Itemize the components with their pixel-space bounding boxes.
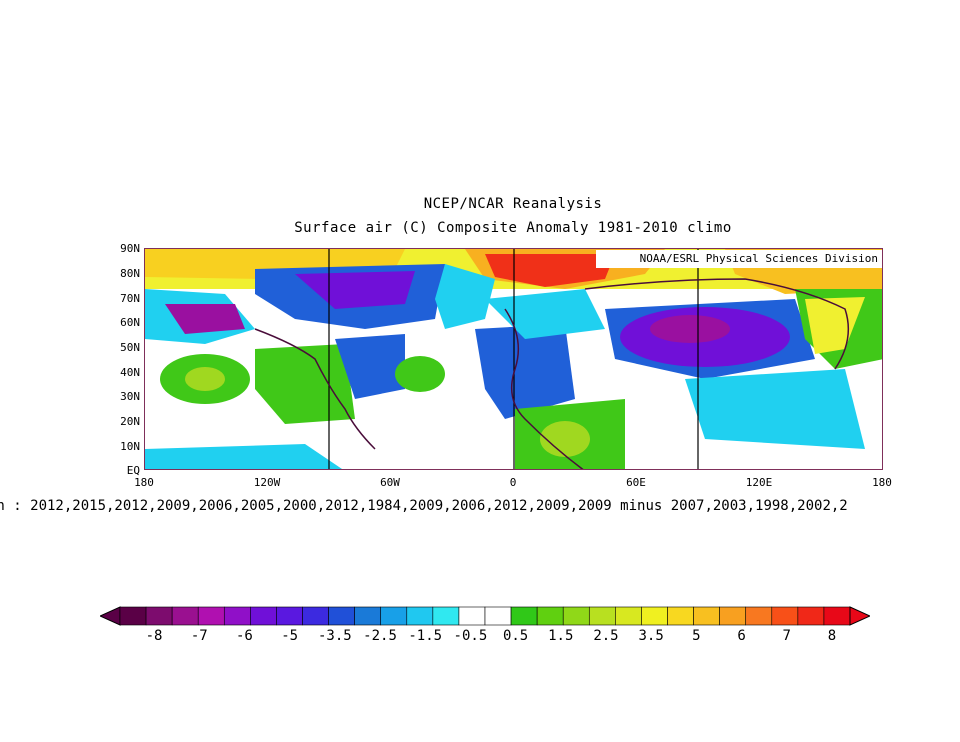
- colorbar-swatch: [641, 606, 668, 626]
- lat-label: 90N: [120, 242, 140, 255]
- anomaly-map: [144, 248, 883, 470]
- lat-label: 50N: [120, 341, 140, 354]
- colorbar-swatch: [667, 606, 694, 626]
- map-region: [255, 344, 355, 424]
- colorbar-swatch: [328, 606, 355, 626]
- colorbar-tick-label: 5: [692, 628, 701, 644]
- colorbar-swatch: [171, 606, 199, 626]
- chart-subtitle: Surface air (C) Composite Anomaly 1981-2…: [294, 220, 732, 236]
- lat-label: 60N: [120, 316, 140, 329]
- colorbar-swatch: [510, 606, 538, 626]
- colorbar-tick-label: -1.5: [408, 628, 443, 644]
- lon-label: 60W: [380, 476, 400, 489]
- colorbar-swatch: [797, 606, 825, 626]
- colorbar-swatch: [615, 606, 642, 626]
- colorbar-tick-label: -2.5: [363, 628, 397, 644]
- colorbar-tick-label: -3.5: [317, 628, 352, 644]
- chart-title: NCEP/NCAR Reanalysis: [423, 196, 603, 212]
- colorbar-tick-label: 2.5: [593, 628, 619, 644]
- lon-label: 0: [509, 476, 517, 489]
- colorbar-tick-label: -6: [236, 628, 253, 644]
- colorbar-swatch: [745, 606, 773, 626]
- colorbar-tick-label: -8: [145, 628, 163, 644]
- map-svg: [145, 249, 882, 469]
- lat-label: 30N: [120, 390, 140, 403]
- lon-label: 60E: [626, 476, 646, 489]
- coastline: [254, 328, 376, 450]
- colorbar-swatch: [562, 606, 590, 626]
- colorbar-swatch: [484, 606, 512, 626]
- lon-label: 120E: [745, 476, 773, 489]
- colorbar: [100, 606, 870, 626]
- colorbar-swatch: [432, 606, 460, 626]
- colorbar-swatch: [458, 606, 486, 626]
- colorbar-swatch: [771, 606, 799, 626]
- lon-label: 120W: [253, 476, 281, 489]
- colorbar-tick-label: 7: [782, 628, 791, 644]
- colorbar-swatch: [536, 606, 564, 626]
- map-region: [165, 304, 245, 334]
- lat-label: EQ: [126, 464, 140, 477]
- colorbar-tick-label: 0.5: [502, 628, 529, 644]
- colorbar-tick-label: 8: [827, 628, 837, 644]
- colorbar-tick-label: -7: [190, 628, 208, 644]
- colorbar-swatch: [197, 606, 225, 626]
- map-region: [475, 324, 575, 419]
- lat-label: 80N: [120, 267, 140, 280]
- lat-label: 20N: [120, 415, 140, 428]
- colorbar-swatch: [145, 606, 173, 626]
- map-region: [485, 254, 615, 287]
- colorbar-tick-label: -5: [281, 628, 299, 644]
- composite-caption: an : 2012,2015,2012,2009,2006,2005,2000,…: [0, 498, 848, 514]
- map-region: [685, 369, 865, 449]
- colorbar-tick-label: 1.5: [548, 628, 574, 644]
- colorbar-tick-label: -0.5: [453, 628, 488, 644]
- map-region: [295, 271, 415, 309]
- colorbar-swatch: [119, 606, 147, 626]
- colorbar-swatch: [302, 606, 329, 626]
- colorbar-swatch: [693, 606, 720, 626]
- colorbar-swatch: [823, 606, 851, 626]
- colorbar-swatch: [380, 606, 408, 626]
- lat-label: 10N: [120, 440, 140, 453]
- lat-label: 70N: [120, 292, 140, 305]
- colorbar-tick-label: 3.5: [638, 628, 664, 644]
- colorbar-tick-label: 6: [737, 628, 746, 644]
- watermark: NOAA/ESRL Physical Sciences Division: [596, 250, 882, 268]
- colorbar-swatch: [719, 606, 747, 626]
- colorbar-swatch: [250, 606, 277, 626]
- colorbar-swatch: [223, 606, 251, 626]
- colorbar-swatch: [354, 606, 382, 626]
- colorbar-swatch: [588, 606, 616, 626]
- colorbar-max-arrow: [849, 606, 870, 626]
- colorbar-swatch: [406, 606, 434, 626]
- lat-label: 40N: [120, 366, 140, 379]
- colorbar-min-arrow: [100, 606, 121, 626]
- lon-label: 180: [134, 476, 154, 489]
- lon-label: 180: [872, 476, 892, 489]
- colorbar-swatch: [276, 606, 303, 626]
